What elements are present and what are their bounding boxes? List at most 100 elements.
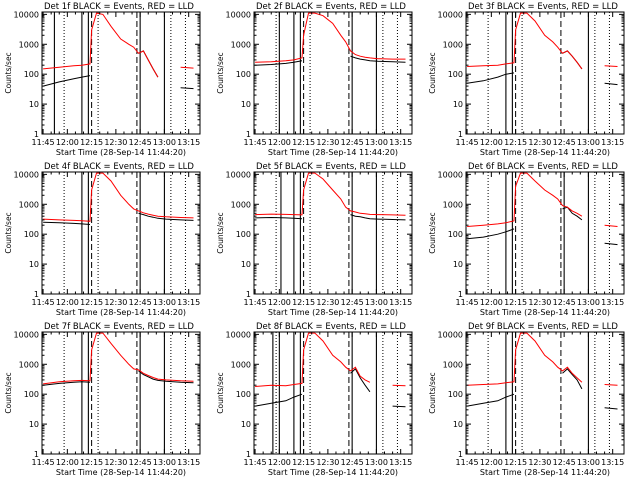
series-lld-line <box>255 172 406 216</box>
y-tick-label: 10000 <box>438 330 463 339</box>
x-tick-label: 12:15 <box>80 458 103 467</box>
plot-frame <box>465 11 625 135</box>
x-tick-label: 11:45 <box>244 298 267 307</box>
y-tick-label: 10000 <box>14 170 39 179</box>
series-lld-line <box>43 332 194 385</box>
y-tick-label: 1 <box>458 450 463 459</box>
y-tick-label: 1000 <box>19 360 39 369</box>
x-tick-label: 12:30 <box>104 138 127 147</box>
plot-frame <box>253 331 413 455</box>
y-tick-label: 100 <box>24 230 39 239</box>
series-lld-line <box>255 12 406 63</box>
x-tick-label: 12:00 <box>480 138 503 147</box>
x-tick-label: 12:00 <box>56 298 79 307</box>
series-lld-line <box>467 332 618 386</box>
x-tick-label: 12:30 <box>528 138 551 147</box>
x-tick-label: 11:45 <box>32 298 55 307</box>
y-axis-label: Counts/sec <box>216 372 225 413</box>
y-tick-label: 10000 <box>438 170 463 179</box>
chart-title: Det 5f BLACK = Events, RED = LLD <box>256 162 406 172</box>
y-tick-label: 1 <box>458 290 463 299</box>
y-tick-label: 10 <box>29 420 39 429</box>
y-tick-label: 1000 <box>231 360 251 369</box>
y-tick-label: 1 <box>34 290 39 299</box>
y-tick-label: 100 <box>24 390 39 399</box>
y-axis-label: Counts/sec <box>428 372 437 413</box>
x-tick-label: 12:45 <box>553 298 576 307</box>
series-lld-line <box>467 12 618 70</box>
y-tick-label: 1000 <box>19 40 39 49</box>
chart-title: Det 7f BLACK = Events, RED = LLD <box>44 322 194 332</box>
y-tick-label: 1 <box>34 130 39 139</box>
y-tick-label: 1 <box>246 290 251 299</box>
y-tick-label: 1000 <box>231 40 251 49</box>
x-tick-label: 12:15 <box>292 298 315 307</box>
y-tick-label: 10000 <box>14 330 39 339</box>
x-tick-label: 12:00 <box>268 458 291 467</box>
x-tick-label: 12:15 <box>504 458 527 467</box>
x-tick-label: 12:15 <box>80 298 103 307</box>
x-axis-label: Start Time (28-Sep-14 11:44:20) <box>56 308 186 317</box>
x-tick-label: 12:00 <box>268 298 291 307</box>
x-tick-label: 12:00 <box>268 138 291 147</box>
x-tick-label: 11:45 <box>456 458 479 467</box>
series-events-line <box>467 50 618 86</box>
series-lld-line <box>255 332 406 387</box>
x-tick-label: 13:00 <box>365 458 388 467</box>
x-axis-label: Start Time (28-Sep-14 11:44:20) <box>56 468 186 477</box>
x-tick-label: 12:30 <box>528 298 551 307</box>
x-tick-label: 12:45 <box>341 298 364 307</box>
x-tick-label: 13:00 <box>365 298 388 307</box>
x-tick-label: 11:45 <box>456 298 479 307</box>
x-tick-label: 12:30 <box>316 138 339 147</box>
x-axis-label: Start Time (28-Sep-14 11:44:20) <box>480 148 610 157</box>
x-tick-label: 13:00 <box>577 138 600 147</box>
chart-title: Det 6f BLACK = Events, RED = LLD <box>468 162 618 172</box>
x-tick-label: 12:45 <box>553 458 576 467</box>
x-tick-label: 13:00 <box>365 138 388 147</box>
y-tick-label: 1000 <box>443 360 463 369</box>
chart-title: Det 8f BLACK = Events, RED = LLD <box>256 322 406 332</box>
y-tick-label: 10 <box>453 420 463 429</box>
x-tick-label: 12:00 <box>56 458 79 467</box>
x-tick-label: 12:30 <box>104 298 127 307</box>
x-tick-label: 12:00 <box>480 458 503 467</box>
x-tick-label: 12:45 <box>553 138 576 147</box>
y-tick-label: 1 <box>246 130 251 139</box>
y-tick-label: 100 <box>448 390 463 399</box>
x-tick-label: 12:15 <box>80 138 103 147</box>
x-tick-label: 12:15 <box>292 138 315 147</box>
x-tick-label: 13:15 <box>389 458 412 467</box>
x-tick-label: 11:45 <box>244 458 267 467</box>
series-lld-line <box>43 172 194 222</box>
chart-title: Det 3f BLACK = Events, RED = LLD <box>468 2 618 12</box>
x-tick-label: 13:00 <box>153 138 176 147</box>
x-tick-label: 12:30 <box>528 458 551 467</box>
x-axis-label: Start Time (28-Sep-14 11:44:20) <box>268 468 398 477</box>
chart-title: Det 4f BLACK = Events, RED = LLD <box>44 162 194 172</box>
series-events-line <box>255 214 406 221</box>
x-tick-label: 11:45 <box>32 138 55 147</box>
y-tick-label: 10 <box>29 100 39 109</box>
series-events-line <box>43 212 194 225</box>
x-tick-label: 12:15 <box>292 458 315 467</box>
y-tick-label: 10 <box>453 260 463 269</box>
x-tick-label: 12:45 <box>129 298 152 307</box>
y-axis-label: Counts/sec <box>428 52 437 93</box>
y-tick-label: 10 <box>453 100 463 109</box>
x-tick-label: 13:15 <box>601 458 624 467</box>
y-tick-label: 100 <box>236 390 251 399</box>
x-tick-label: 12:00 <box>480 298 503 307</box>
plot-frame <box>41 331 201 455</box>
x-tick-label: 12:30 <box>316 298 339 307</box>
x-tick-label: 13:00 <box>153 298 176 307</box>
y-tick-label: 1 <box>34 450 39 459</box>
y-axis-label: Counts/sec <box>4 212 13 253</box>
y-tick-label: 10 <box>241 100 251 109</box>
x-tick-label: 12:15 <box>504 138 527 147</box>
y-axis-label: Counts/sec <box>4 372 13 413</box>
x-tick-label: 13:15 <box>389 138 412 147</box>
y-axis-label: Counts/sec <box>216 212 225 253</box>
x-tick-label: 11:45 <box>244 138 267 147</box>
plot-frame <box>41 171 201 295</box>
